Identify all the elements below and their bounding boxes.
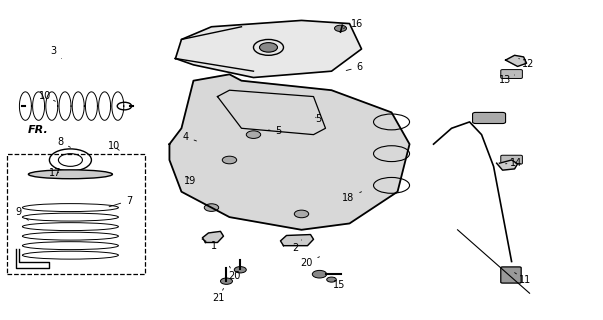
- Circle shape: [335, 25, 347, 32]
- Circle shape: [259, 43, 277, 52]
- Circle shape: [204, 204, 219, 212]
- FancyBboxPatch shape: [473, 112, 505, 124]
- Text: 20: 20: [228, 266, 241, 281]
- Text: 4: 4: [183, 132, 197, 142]
- Text: 21: 21: [212, 288, 225, 303]
- Polygon shape: [175, 20, 362, 77]
- Circle shape: [294, 210, 309, 218]
- Text: 11: 11: [514, 273, 531, 285]
- Text: 13: 13: [499, 75, 514, 85]
- Text: 15: 15: [333, 277, 346, 290]
- Circle shape: [235, 267, 246, 273]
- FancyBboxPatch shape: [500, 155, 522, 164]
- Polygon shape: [169, 74, 409, 230]
- Text: 1: 1: [202, 239, 218, 251]
- Polygon shape: [280, 235, 314, 246]
- Text: 14: 14: [505, 157, 522, 168]
- Text: 19: 19: [185, 176, 197, 186]
- Text: 9: 9: [15, 207, 28, 220]
- Circle shape: [223, 156, 236, 164]
- Text: 7: 7: [109, 196, 133, 207]
- Text: 8: 8: [57, 137, 71, 147]
- Text: 10: 10: [108, 141, 121, 151]
- Text: 3: 3: [51, 45, 62, 59]
- Ellipse shape: [28, 170, 112, 179]
- Circle shape: [246, 131, 260, 139]
- Text: 6: 6: [346, 62, 363, 72]
- Text: 2: 2: [292, 240, 302, 253]
- Text: 18: 18: [342, 192, 362, 203]
- Circle shape: [327, 277, 336, 282]
- FancyBboxPatch shape: [500, 267, 521, 283]
- Circle shape: [221, 278, 233, 284]
- Text: 17: 17: [49, 168, 62, 178]
- Text: FR.: FR.: [28, 125, 49, 135]
- Text: 10: 10: [39, 91, 55, 101]
- Polygon shape: [505, 55, 526, 67]
- Polygon shape: [203, 231, 224, 243]
- FancyBboxPatch shape: [500, 69, 522, 78]
- Polygon shape: [497, 160, 517, 170]
- Text: 16: 16: [344, 19, 363, 28]
- Text: 5: 5: [315, 114, 321, 124]
- Circle shape: [312, 270, 327, 278]
- Text: 20: 20: [300, 257, 320, 268]
- Text: 12: 12: [519, 59, 535, 69]
- Text: 5: 5: [268, 126, 282, 136]
